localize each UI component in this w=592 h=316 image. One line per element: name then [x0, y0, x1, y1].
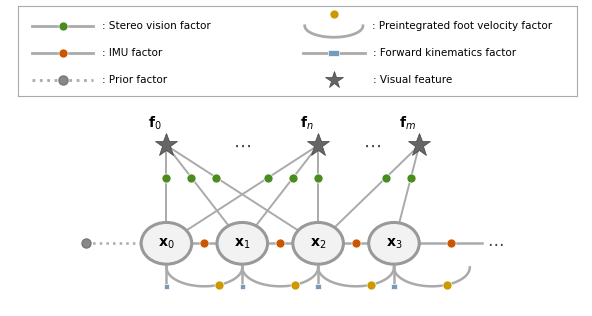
FancyBboxPatch shape [316, 284, 321, 289]
Text: $\mathbf{f}_m$: $\mathbf{f}_m$ [400, 115, 416, 132]
Text: $\mathbf{f}_0$: $\mathbf{f}_0$ [148, 115, 162, 132]
Text: $\mathbf{x}_3$: $\mathbf{x}_3$ [386, 236, 402, 251]
FancyBboxPatch shape [164, 284, 169, 289]
Ellipse shape [141, 222, 192, 264]
Text: $\mathbf{f}_n$: $\mathbf{f}_n$ [300, 115, 314, 132]
Text: : Prior factor: : Prior factor [102, 75, 167, 85]
Text: : Forward kinematics factor: : Forward kinematics factor [373, 48, 516, 58]
Text: : Visual feature: : Visual feature [373, 75, 452, 85]
Text: $\mathbf{x}_0$: $\mathbf{x}_0$ [158, 236, 175, 251]
Text: $\mathbf{x}_1$: $\mathbf{x}_1$ [234, 236, 250, 251]
Text: $\cdots$: $\cdots$ [363, 137, 381, 154]
Ellipse shape [217, 222, 268, 264]
Text: $\cdots$: $\cdots$ [233, 137, 251, 154]
FancyBboxPatch shape [240, 284, 245, 289]
Text: $\mathbf{x}_2$: $\mathbf{x}_2$ [310, 236, 326, 251]
Ellipse shape [369, 222, 419, 264]
Text: $\cdots$: $\cdots$ [487, 234, 504, 252]
Text: : IMU factor: : IMU factor [102, 48, 162, 58]
Text: : Preintegrated foot velocity factor: : Preintegrated foot velocity factor [372, 21, 552, 31]
FancyBboxPatch shape [328, 50, 339, 56]
Ellipse shape [293, 222, 343, 264]
Text: : Stereo vision factor: : Stereo vision factor [102, 21, 210, 31]
FancyBboxPatch shape [391, 284, 397, 289]
